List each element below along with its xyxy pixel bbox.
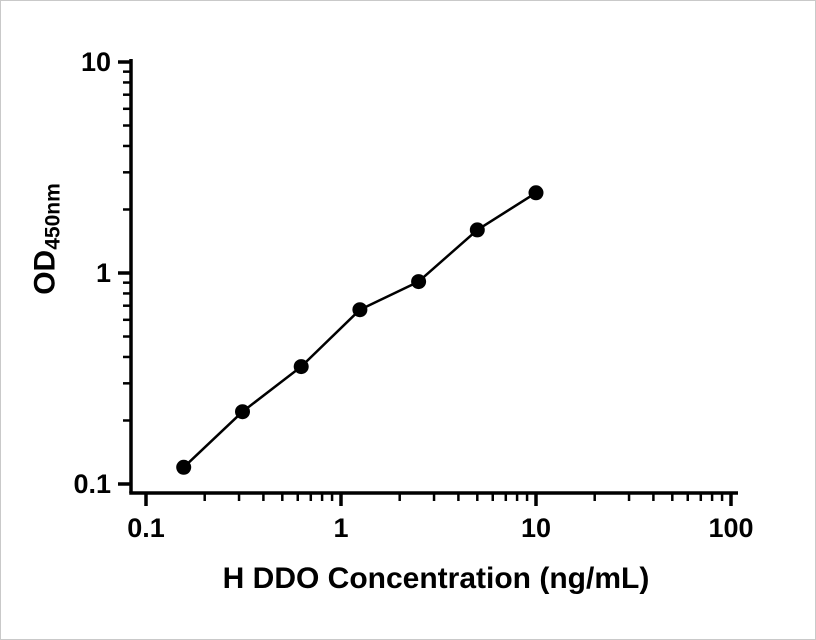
y-tick-label: 1 (96, 258, 111, 288)
data-point (176, 459, 192, 475)
x-tick-label: 10 (521, 513, 551, 543)
x-tick-label: 100 (708, 513, 753, 543)
data-point (469, 222, 485, 238)
data-point (293, 359, 309, 375)
data-point (528, 185, 544, 201)
data-point (411, 274, 427, 290)
y-tick-label: 0.1 (73, 469, 111, 499)
y-tick-label: 10 (81, 47, 111, 77)
data-point (235, 404, 250, 420)
x-tick-label: 0.1 (127, 513, 165, 543)
x-tick-label: 1 (333, 513, 348, 543)
y-axis-title-main: OD (28, 249, 62, 295)
y-axis-title-sub: 450nm (41, 183, 65, 250)
data-point (352, 302, 368, 318)
x-axis-title: H DDO Concentration (ng/mL) (222, 562, 650, 595)
